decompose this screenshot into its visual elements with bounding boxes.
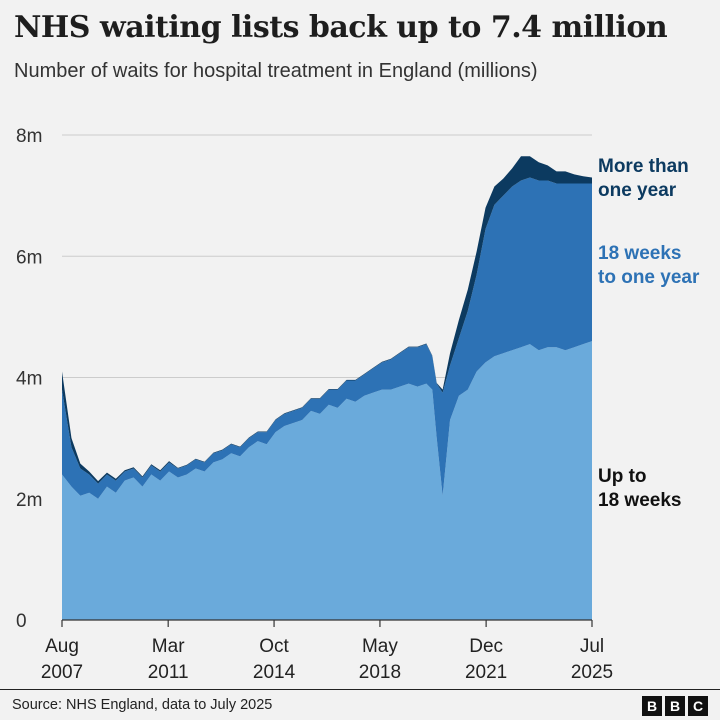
x-tick-label-month: Dec <box>469 636 503 657</box>
y-tick-label: 0 <box>16 611 27 632</box>
x-tick-label-month: Mar <box>152 636 185 657</box>
series-label-18-weeks-to-one-year-line-1: 18 weeks <box>598 243 681 264</box>
series-label-18-weeks-to-one-year-line-2: to one year <box>598 267 700 288</box>
y-tick-label: 2m <box>16 490 42 511</box>
y-tick-label: 4m <box>16 369 42 390</box>
area-up-to-18-weeks <box>62 341 592 620</box>
x-tick-label-year: 2025 <box>571 662 613 683</box>
series-label-more-than-one-year-line-2: one year <box>598 180 677 201</box>
x-tick-label-year: 2014 <box>253 662 296 683</box>
x-tick-label-year: 2007 <box>41 662 83 683</box>
chart-title: NHS waiting lists back up to 7.4 million <box>14 10 668 45</box>
x-tick-label-year: 2021 <box>465 662 507 683</box>
series-label-more-than-one-year-line-1: More than <box>598 156 689 177</box>
bbc-logo-letter-2: B <box>665 696 685 716</box>
x-tick-label-year: 2018 <box>359 662 401 683</box>
x-tick-label-year: 2011 <box>148 662 189 683</box>
chart-subtitle: Number of waits for hospital treatment i… <box>14 60 538 82</box>
source-note: Source: NHS England, data to July 2025 <box>12 697 273 713</box>
y-tick-label: 8m <box>16 126 42 147</box>
stacked-area-chart: 0 2m 4m 6m 8m Aug 2007 Mar 2011 Oct 2014 May 2018 Dec… <box>16 126 700 683</box>
x-tick-label-month: May <box>362 636 398 657</box>
bbc-logo-letter-3: C <box>688 696 708 716</box>
area-18-weeks-to-one-year <box>62 177 592 499</box>
series-label-up-to-18-weeks-line-2: 18 weeks <box>598 490 681 511</box>
series-label-up-to-18-weeks-line-1: Up to <box>598 466 647 487</box>
x-tick-label-month: Jul <box>580 636 604 657</box>
bbc-logo-letter-1: B <box>642 696 662 716</box>
footer-divider <box>0 689 720 690</box>
x-tick-label-month: Oct <box>259 636 289 657</box>
x-tick-label-month: Aug <box>45 636 79 657</box>
bbc-logo: B B C <box>642 696 708 716</box>
y-tick-label: 6m <box>16 247 42 268</box>
